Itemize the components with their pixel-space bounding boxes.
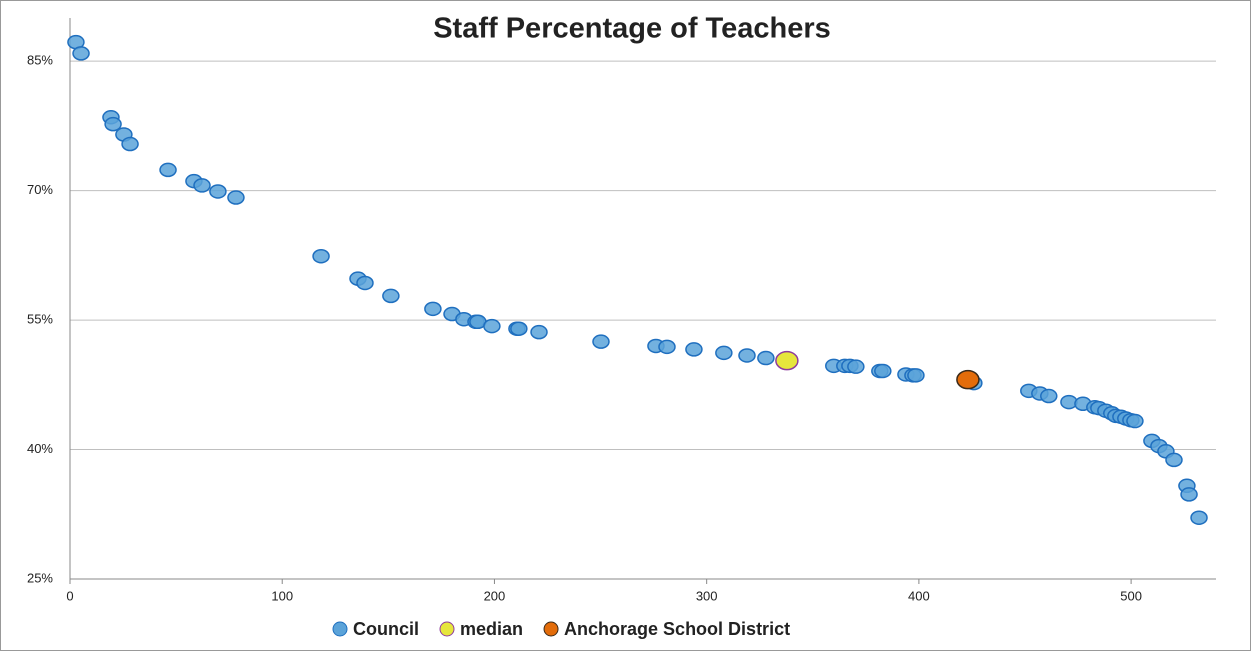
point: [510, 321, 528, 336]
point: [227, 190, 245, 205]
point: [715, 345, 733, 361]
legend-label: median: [460, 619, 523, 639]
point: [72, 46, 90, 61]
y-tick-label: 55%: [27, 312, 53, 327]
point: [592, 334, 610, 349]
point: [483, 318, 501, 334]
point: [956, 369, 980, 390]
legend-label: Anchorage School District: [564, 619, 790, 639]
point: [1180, 487, 1198, 502]
point: [1165, 452, 1183, 468]
x-tick-label: 400: [908, 588, 930, 603]
legend-marker: [332, 621, 348, 637]
point: [1126, 413, 1144, 429]
point: [1040, 388, 1058, 404]
legend-marker: [543, 621, 559, 637]
point: [775, 350, 799, 371]
chart-title: Staff Percentage of Teachers: [433, 13, 831, 45]
x-tick-label: 300: [696, 588, 718, 603]
point: [159, 162, 177, 178]
point: [121, 136, 139, 152]
y-tick-label: 70%: [27, 182, 53, 197]
y-tick-label: 40%: [27, 441, 53, 456]
point: [757, 350, 775, 366]
x-tick-label: 0: [66, 588, 73, 603]
point: [312, 248, 330, 264]
point: [847, 359, 865, 374]
point: [685, 342, 703, 357]
point: [1190, 510, 1208, 525]
point: [658, 339, 676, 355]
point: [424, 301, 442, 317]
y-tick-label: 25%: [27, 570, 53, 585]
legend-marker: [439, 621, 455, 637]
x-tick-label: 200: [484, 588, 506, 603]
legend-label: Council: [353, 619, 419, 639]
point: [382, 288, 400, 304]
point: [907, 368, 925, 383]
x-tick-label: 100: [271, 588, 293, 603]
point: [356, 275, 374, 291]
point: [209, 184, 227, 199]
x-tick-label: 500: [1120, 588, 1142, 603]
y-tick-label: 85%: [27, 53, 53, 68]
point: [738, 348, 756, 363]
point: [104, 116, 122, 132]
point: [530, 324, 548, 340]
point: [874, 363, 892, 379]
point: [193, 178, 211, 193]
